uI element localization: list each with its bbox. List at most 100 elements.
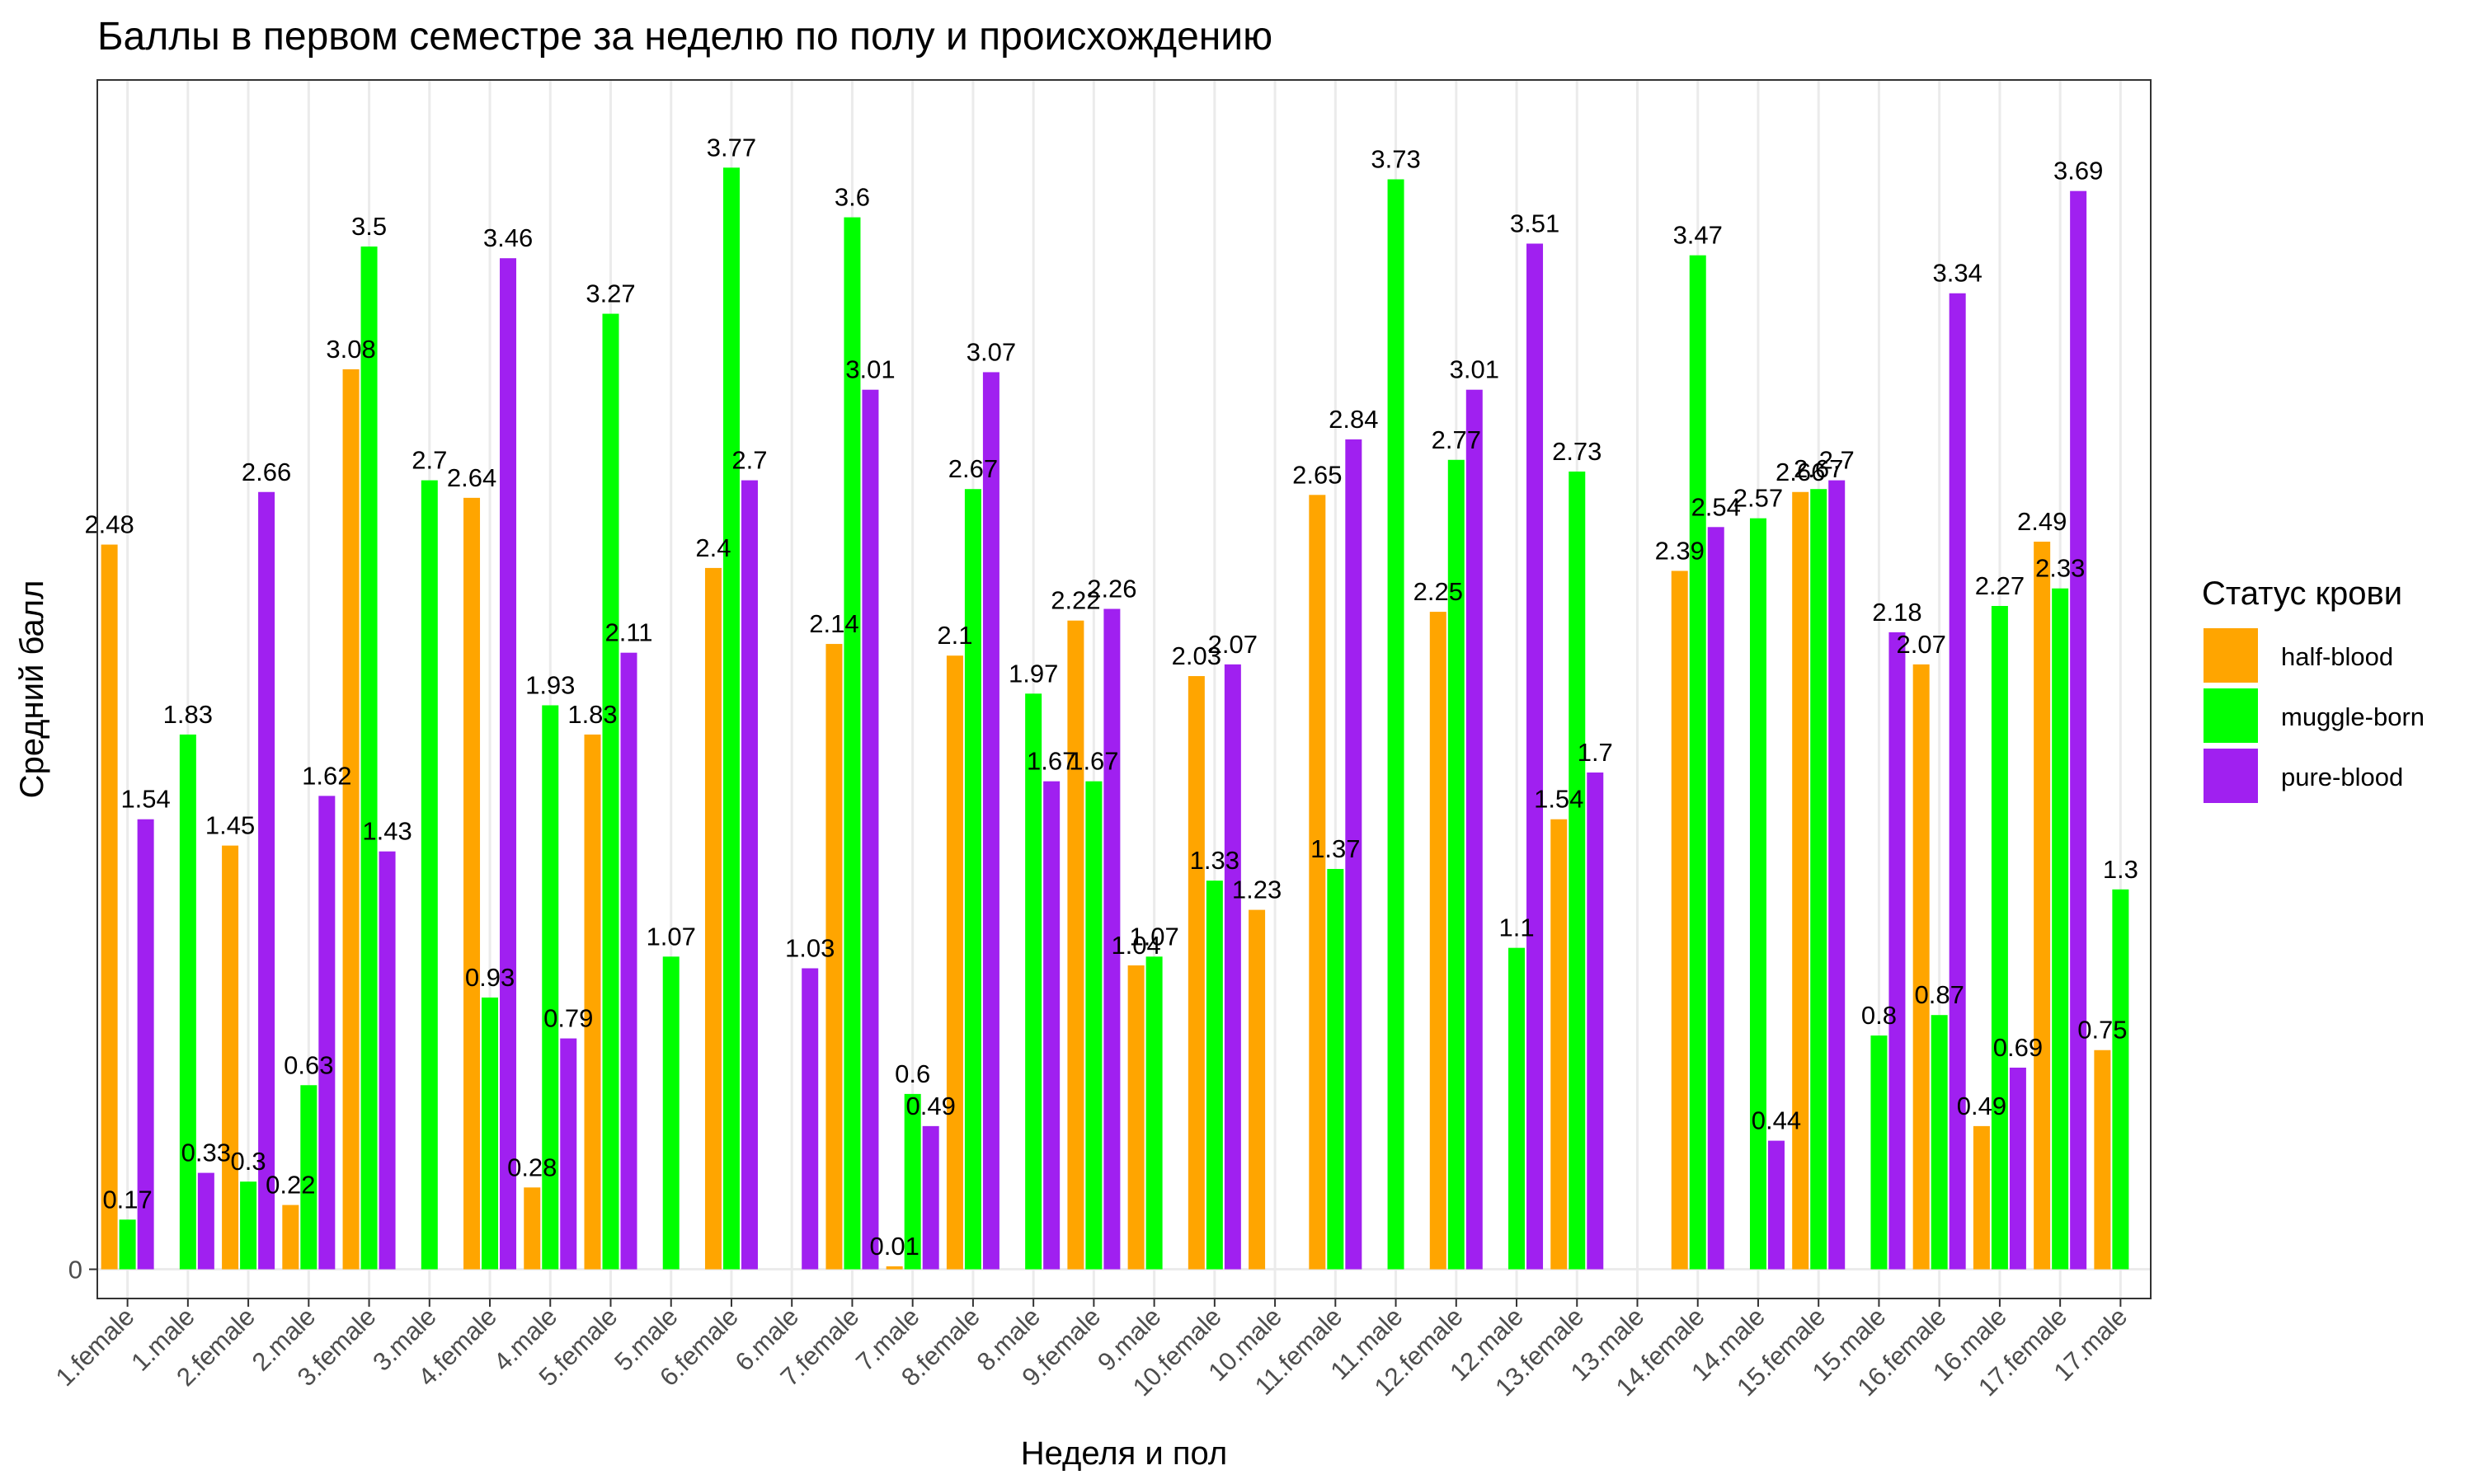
bar-muggle-born-5.male — [662, 956, 680, 1270]
value-label: 0.3 — [231, 1147, 266, 1176]
value-label: 2.18 — [1872, 598, 1921, 627]
bar-pure-blood-8.female — [982, 372, 999, 1270]
bar-half-blood-16.male — [1973, 1125, 1990, 1270]
bar-muggle-born-9.female — [1085, 781, 1103, 1270]
bar-pure-blood-11.female — [1345, 439, 1362, 1270]
bar-muggle-born-15.male — [1870, 1036, 1888, 1270]
bar-muggle-born-4.female — [482, 997, 499, 1270]
value-label: 2.39 — [1655, 536, 1705, 565]
value-label: 3.34 — [1933, 259, 1982, 288]
bar-half-blood-4.female — [463, 497, 481, 1270]
value-label: 1.07 — [1129, 922, 1178, 951]
bar-pure-blood-4.female — [500, 258, 517, 1270]
value-label: 3.5 — [351, 212, 387, 241]
value-label: 1.67 — [1027, 747, 1076, 776]
bar-pure-blood-7.female — [862, 389, 879, 1270]
value-label: 3.47 — [1673, 221, 1723, 250]
bar-pure-blood-12.female — [1465, 389, 1483, 1270]
bar-pure-blood-15.female — [1828, 480, 1846, 1270]
value-label: 3.01 — [1450, 355, 1499, 384]
bar-muggle-born-12.male — [1508, 947, 1526, 1270]
bar-half-blood-5.female — [584, 734, 601, 1270]
value-label: 0.33 — [181, 1139, 231, 1167]
value-labels-layer: 2.48 1.45 0.22 3.08 2.64 0.28 1.83 2.4 2.14 0.01 2… — [84, 133, 2138, 1261]
bar-muggle-born-10.female — [1206, 881, 1223, 1270]
y-axis: 0 — [68, 1256, 97, 1284]
legend-key-half-blood — [2204, 628, 2258, 683]
value-label: 1.7 — [1578, 738, 1613, 767]
bar-muggle-born-8.male — [1025, 693, 1042, 1270]
bar-pure-blood-12.male — [1526, 243, 1544, 1270]
bar-muggle-born-16.male — [1991, 605, 2008, 1270]
plot-panel-border — [96, 79, 2152, 1299]
bar-pure-blood-6.male — [802, 968, 819, 1270]
bar-half-blood-17.female — [2034, 542, 2051, 1270]
value-label: 2.22 — [1051, 586, 1100, 615]
value-label: 2.54 — [1691, 492, 1741, 521]
value-label: 1.1 — [1498, 913, 1534, 942]
value-label: 2.67 — [1794, 454, 1843, 483]
value-label: 2.14 — [809, 609, 858, 638]
value-label: 2.07 — [1897, 630, 1946, 659]
bar-half-blood-1.female — [101, 544, 118, 1270]
bar-half-blood-6.female — [704, 567, 722, 1270]
bar-muggle-born-5.female — [602, 313, 619, 1270]
bar-half-blood-10.male — [1249, 909, 1266, 1270]
bar-muggle-born-1.male — [179, 734, 196, 1270]
y-axis-title: Средний балл — [14, 580, 50, 799]
value-label: 2.33 — [2035, 554, 2085, 583]
value-label: 2.57 — [1733, 484, 1783, 513]
value-label: 1.23 — [1232, 876, 1282, 904]
bar-pure-blood-16.male — [2009, 1067, 2026, 1270]
value-label: 0.28 — [507, 1153, 557, 1181]
value-label: 3.08 — [326, 335, 375, 364]
value-label: 2.67 — [948, 454, 998, 483]
bar-half-blood-8.female — [946, 655, 963, 1270]
value-label: 3.01 — [845, 355, 895, 384]
value-label: 0.8 — [1861, 1001, 1897, 1030]
value-label: 0.87 — [1915, 980, 1964, 1009]
legend-key-muggle-born — [2204, 688, 2258, 743]
x-tick-label: 1.female — [50, 1302, 140, 1392]
value-label: 1.43 — [362, 817, 412, 846]
value-label: 0.79 — [543, 1004, 593, 1033]
bar-half-blood-14.female — [1671, 571, 1688, 1270]
bar-pure-blood-14.male — [1767, 1140, 1785, 1270]
bar-muggle-born-13.female — [1569, 471, 1586, 1270]
value-label: 2.03 — [1172, 641, 1221, 670]
value-label: 0.44 — [1752, 1106, 1801, 1135]
chart-title: Баллы в первом семестре за неделю по пол… — [97, 15, 1272, 59]
bar-muggle-born-6.female — [722, 167, 740, 1270]
value-label: 1.03 — [785, 933, 835, 962]
bar-pure-blood-2.male — [318, 796, 336, 1270]
value-label: 0.49 — [906, 1092, 956, 1120]
bar-muggle-born-2.female — [240, 1181, 257, 1270]
bar-muggle-born-2.male — [300, 1085, 317, 1270]
value-label: 0.75 — [2077, 1016, 2127, 1045]
bar-half-blood-16.female — [1912, 664, 1930, 1270]
x-axis-title: Неделя и пол — [1021, 1435, 1227, 1472]
value-label: 3.6 — [835, 183, 870, 212]
value-label: 1.3 — [2103, 855, 2138, 884]
value-label: 2.66 — [1776, 458, 1825, 486]
value-label: 1.97 — [1009, 659, 1058, 688]
legend-label-pure-blood: pure-blood — [2281, 763, 2403, 791]
value-label: 2.7 — [731, 446, 767, 475]
bar-muggle-born-12.female — [1447, 459, 1465, 1270]
bar-muggle-born-7.female — [844, 217, 861, 1270]
bar-half-blood-3.female — [342, 369, 360, 1270]
legend-title: Статус крови — [2202, 575, 2402, 612]
bar-pure-blood-15.male — [1888, 632, 1906, 1270]
legend-label-half-blood: half-blood — [2281, 642, 2393, 671]
value-label: 0.6 — [895, 1059, 930, 1088]
value-label: 3.46 — [483, 223, 533, 252]
bar-half-blood-12.female — [1429, 612, 1446, 1270]
bar-pure-blood-7.male — [922, 1125, 939, 1270]
y-tick-label: 0 — [68, 1256, 82, 1284]
bar-muggle-born-17.female — [2052, 588, 2069, 1270]
bar-pure-blood-3.female — [379, 851, 396, 1270]
value-label: 2.1 — [937, 621, 972, 650]
value-label: 0.63 — [284, 1050, 333, 1079]
bar-half-blood-17.male — [2094, 1050, 2111, 1270]
value-label: 0.22 — [266, 1171, 315, 1200]
